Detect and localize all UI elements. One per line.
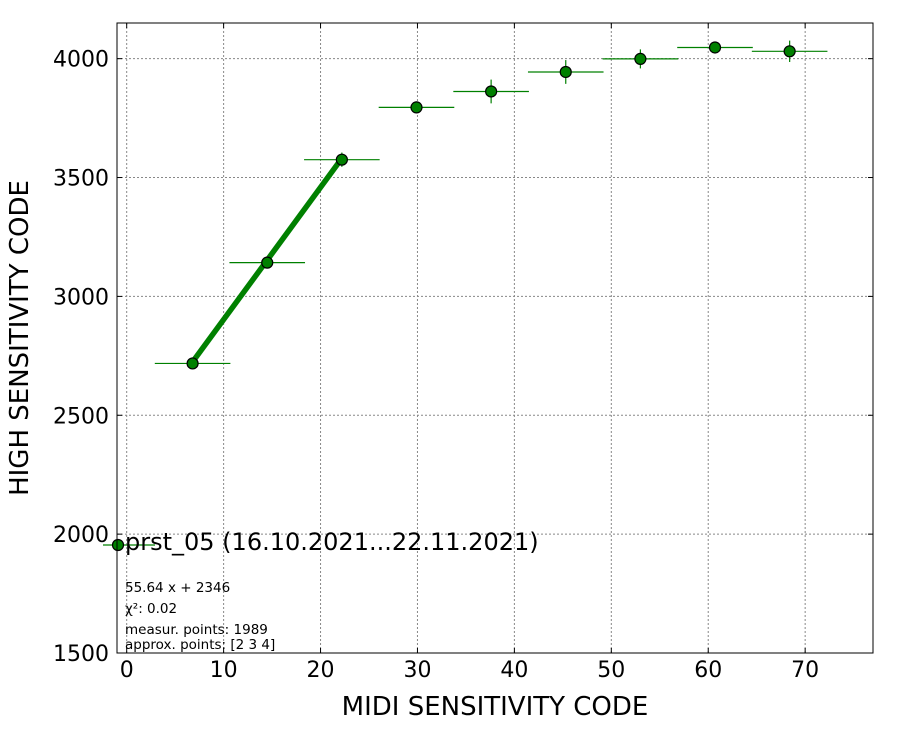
data-point — [634, 52, 647, 65]
x-tick-label: 70 — [791, 658, 819, 683]
legend-marker-dot — [111, 538, 125, 552]
fit-annotations: 55.64 x + 2346 χ²: 0.02 measur. points: … — [125, 580, 275, 653]
data-points — [186, 41, 796, 370]
y-tick-label: 2000 — [53, 523, 109, 548]
x-tick-label: 20 — [307, 658, 335, 683]
data-point — [708, 41, 722, 54]
y-tick-label: 2500 — [53, 404, 109, 429]
x-tick-label: 30 — [403, 658, 431, 683]
data-point — [410, 101, 423, 114]
x-tick-label: 40 — [500, 658, 528, 683]
data-point — [186, 357, 199, 370]
x-tick-label: 0 — [120, 658, 134, 683]
legend: prst_05 (16.10.2021...22.11.2021) — [103, 528, 539, 556]
data-point — [559, 65, 572, 79]
data-point — [335, 153, 348, 166]
data-point — [261, 256, 274, 269]
data-point — [783, 45, 796, 58]
fit-equation: 55.64 x + 2346 — [125, 580, 230, 596]
measured-points: measur. points: 1989 — [125, 622, 268, 638]
y-tick-label: 3500 — [53, 167, 109, 192]
x-tick-label: 50 — [597, 658, 625, 683]
x-tick-label: 60 — [694, 658, 722, 683]
y-tick-label: 3000 — [53, 285, 109, 310]
axis-ticks: 0 10 20 30 40 50 60 70 1500 2000 2500 3000 3500 4000 — [53, 23, 873, 683]
y-axis-label: HIGH SENSITIVITY CODE — [5, 180, 35, 496]
y-tick-label: 4000 — [53, 48, 109, 73]
x-axis-label: MIDI SENSITIVITY CODE — [342, 692, 649, 722]
x-tick-label: 10 — [210, 658, 238, 683]
legend-label: prst_05 (16.10.2021...22.11.2021) — [125, 528, 539, 556]
grid — [117, 23, 873, 653]
y-tick-label: 1500 — [53, 642, 109, 667]
plot-frame — [116, 22, 874, 654]
chi-square: χ²: 0.02 — [125, 601, 177, 617]
data-point — [485, 85, 498, 98]
approx-points: approx. points: [2 3 4] — [125, 637, 275, 653]
